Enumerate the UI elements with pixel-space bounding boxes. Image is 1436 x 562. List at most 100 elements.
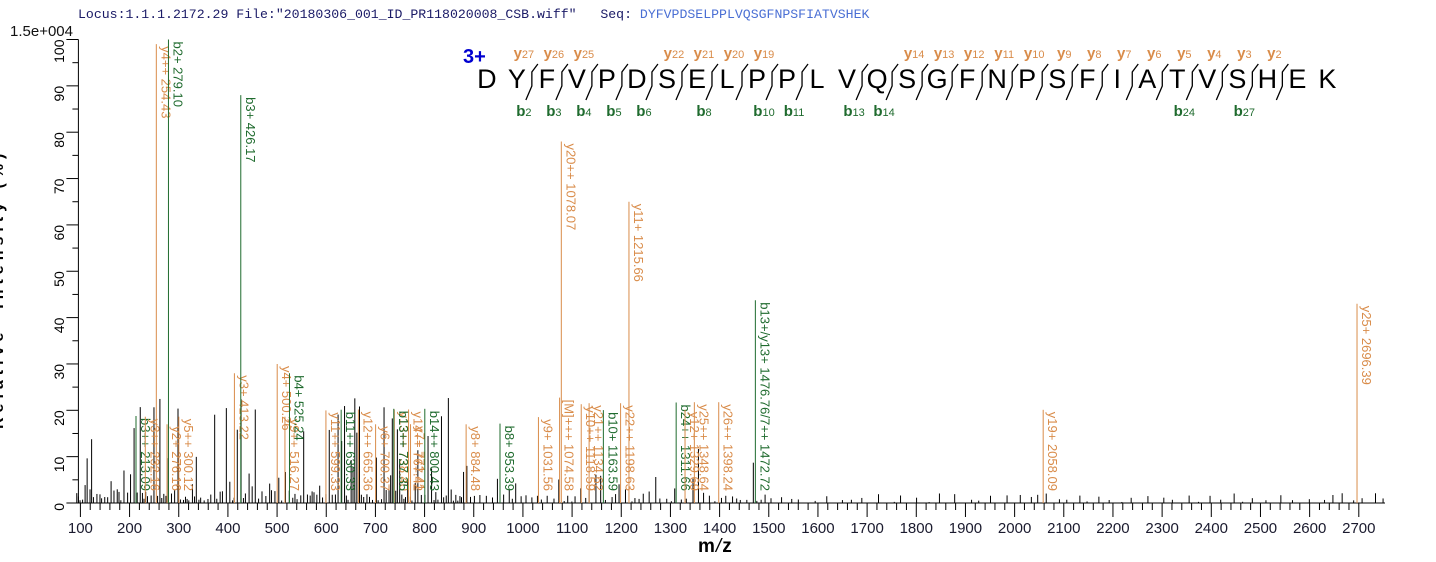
svg-text:S: S [898, 64, 916, 94]
svg-text:y22: y22 [664, 45, 685, 62]
svg-text:400: 400 [215, 520, 240, 537]
svg-text:P: P [748, 64, 766, 94]
svg-text:D: D [477, 64, 497, 94]
svg-text:Y: Y [508, 64, 526, 94]
svg-text:1400: 1400 [703, 520, 736, 537]
svg-text:E: E [688, 64, 706, 94]
svg-text:b8: b8 [696, 103, 711, 120]
svg-text:y27: y27 [514, 45, 535, 62]
svg-text:L: L [719, 64, 734, 94]
svg-text:y19: y19 [754, 45, 775, 62]
svg-text:y20++ 1078.07: y20++ 1078.07 [563, 143, 578, 230]
svg-text:900: 900 [461, 520, 486, 537]
svg-text:y19+ 2058.09: y19+ 2058.09 [1045, 412, 1060, 491]
svg-text:2100: 2100 [1047, 520, 1080, 537]
svg-text:P: P [778, 64, 796, 94]
svg-text:b3+ 426.17: b3+ 426.17 [243, 97, 258, 162]
svg-text:P: P [598, 64, 616, 94]
svg-text:y3+ 413.22: y3+ 413.22 [236, 375, 251, 440]
svg-text:y11: y11 [994, 45, 1014, 62]
svg-text:y9: y9 [1057, 45, 1071, 62]
svg-text:[M]+++ 1074.58: [M]+++ 1074.58 [562, 400, 577, 491]
svg-text:0: 0 [51, 503, 67, 511]
svg-text:80: 80 [51, 132, 67, 148]
svg-text:2000: 2000 [998, 520, 1031, 537]
svg-text:S: S [1048, 64, 1066, 94]
svg-text:y20: y20 [724, 45, 745, 62]
svg-text:2200: 2200 [1096, 520, 1129, 537]
svg-text:50: 50 [51, 271, 67, 287]
svg-text:y10: y10 [1024, 45, 1045, 62]
svg-text:2700: 2700 [1342, 520, 1375, 537]
svg-text:b24: b24 [1174, 103, 1195, 120]
svg-text:y25++ 1348.64: y25++ 1348.64 [696, 404, 711, 491]
svg-text:b4+ 525.24: b4+ 525.24 [291, 375, 306, 440]
svg-text:T: T [1169, 64, 1186, 94]
svg-text:500: 500 [265, 520, 290, 537]
svg-text:b14: b14 [873, 103, 894, 120]
svg-text:y26: y26 [544, 45, 565, 62]
svg-text:b27: b27 [1234, 103, 1255, 120]
svg-text:2600: 2600 [1293, 520, 1326, 537]
svg-text:b10: b10 [753, 103, 774, 120]
svg-text:y14: y14 [904, 45, 925, 62]
svg-text:b14++ 800.43: b14++ 800.43 [427, 411, 442, 491]
svg-text:b8+ 953.39: b8+ 953.39 [502, 426, 517, 491]
svg-text:V: V [568, 64, 586, 94]
svg-text:60: 60 [51, 225, 67, 241]
svg-text:1800: 1800 [900, 520, 933, 537]
svg-text:V: V [1198, 64, 1216, 94]
svg-text:b13: b13 [843, 103, 864, 120]
svg-text:100: 100 [51, 39, 67, 63]
svg-text:K: K [1318, 64, 1336, 94]
svg-text:S: S [658, 64, 676, 94]
svg-text:N: N [987, 64, 1007, 94]
svg-text:2300: 2300 [1145, 520, 1178, 537]
svg-text:30: 30 [51, 364, 67, 380]
svg-text:F: F [959, 64, 976, 94]
svg-text:2500: 2500 [1244, 520, 1277, 537]
svg-text:y5++ 300.12: y5++ 300.12 [181, 419, 196, 491]
svg-text:Q: Q [867, 64, 888, 94]
svg-text:H: H [1258, 64, 1278, 94]
svg-text:b5: b5 [606, 103, 621, 120]
svg-text:b10+ 1163.59: b10+ 1163.59 [605, 412, 620, 491]
svg-text:100: 100 [68, 520, 93, 537]
svg-text:b11: b11 [784, 103, 805, 120]
svg-text:20: 20 [51, 410, 67, 426]
svg-text:800: 800 [412, 520, 437, 537]
svg-text:40: 40 [51, 317, 67, 333]
svg-text:b13+/y13+ 1476.76/7++ 1472.72: b13+/y13+ 1476.76/7++ 1472.72 [757, 302, 772, 491]
svg-text:y11+ 1215.66: y11+ 1215.66 [631, 204, 646, 282]
svg-text:600: 600 [314, 520, 339, 537]
svg-text:1600: 1600 [801, 520, 834, 537]
svg-text:y3++ 232.16: y3++ 232.16 [147, 419, 162, 491]
svg-text:b11++ 630.33: b11++ 630.33 [343, 412, 358, 491]
svg-text:b6: b6 [636, 103, 651, 120]
svg-text:G: G [927, 64, 948, 94]
svg-text:90: 90 [51, 86, 67, 102]
svg-text:1500: 1500 [752, 520, 785, 537]
svg-text:y25+ 2696.39: y25+ 2696.39 [1359, 306, 1374, 385]
svg-text:D: D [627, 64, 647, 94]
svg-text:y26++ 1398.24: y26++ 1398.24 [721, 404, 736, 491]
svg-text:y6: y6 [1147, 45, 1161, 62]
svg-text:200: 200 [117, 520, 142, 537]
svg-text:L: L [810, 64, 825, 94]
svg-text:y2: y2 [1267, 45, 1281, 62]
svg-text:y6+ 700.37: y6+ 700.37 [378, 426, 393, 491]
svg-text:y13: y13 [934, 45, 955, 62]
svg-text:P: P [1018, 64, 1036, 94]
svg-text:b2: b2 [516, 103, 531, 120]
svg-text:A: A [1138, 64, 1156, 94]
svg-text:1700: 1700 [850, 520, 883, 537]
svg-text:y8+ 884.48: y8+ 884.48 [468, 426, 483, 491]
svg-text:10: 10 [51, 456, 67, 472]
svg-text:1300: 1300 [654, 520, 687, 537]
svg-text:y12: y12 [964, 45, 985, 62]
svg-text:y5: y5 [1177, 45, 1191, 62]
svg-text:y12++ 665.36: y12++ 665.36 [360, 412, 375, 492]
svg-text:1000: 1000 [506, 520, 539, 537]
svg-text:V: V [838, 64, 856, 94]
svg-text:1200: 1200 [605, 520, 638, 537]
